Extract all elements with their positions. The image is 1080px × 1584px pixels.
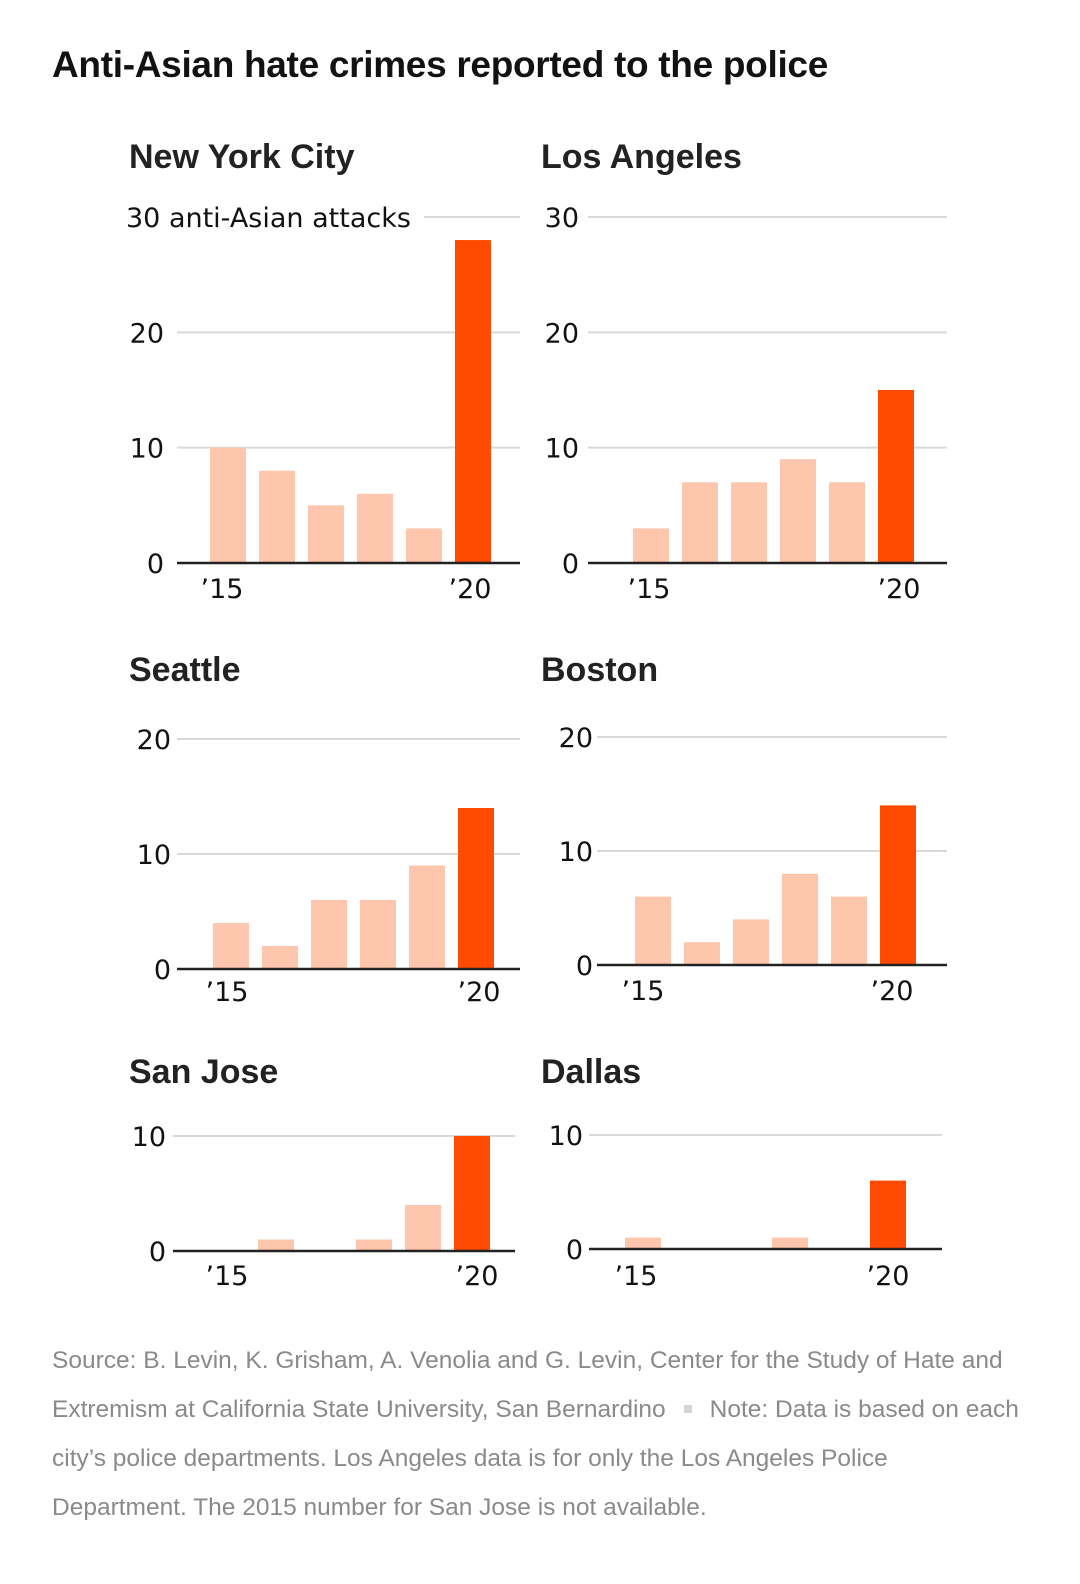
source-text: Source: B. Levin, K. Grisham, A. Venolia…: [52, 1347, 1003, 1423]
san-jose-bar-2016: [258, 1239, 294, 1251]
nyc-y-tick-label: 10: [130, 434, 164, 465]
boston-bar-2016: [684, 942, 720, 965]
los-angeles-bar-2015: [633, 528, 669, 563]
boston-x-tick-label: ’20: [871, 976, 914, 1007]
nyc-bar-2016: [259, 470, 295, 563]
dallas-bar-2018: [772, 1237, 808, 1249]
nyc-bar-2018: [357, 493, 393, 563]
san-jose-chart-title: San Jose: [129, 1053, 278, 1091]
los-angeles-bar-2017: [731, 482, 767, 563]
los-angeles-chart-title: Los Angeles: [541, 138, 742, 176]
boston-y-tick-label: 10: [559, 837, 593, 868]
san-jose-bar-2018: [356, 1239, 392, 1251]
san-jose-bar-2019: [405, 1205, 441, 1251]
nyc-x-tick-label: ’15: [201, 574, 244, 605]
nyc-chart-title: New York City: [129, 138, 355, 176]
seattle-y-tick-label: 10: [137, 840, 171, 871]
san-jose-y-tick-label: 0: [149, 1237, 166, 1268]
boston-chart-title: Boston: [541, 651, 658, 689]
seattle-y-tick-label: 0: [154, 955, 171, 986]
boston-bar-2015: [635, 896, 671, 965]
seattle-bar-2017: [311, 900, 347, 969]
separator-icon: [683, 1404, 692, 1413]
page-title: Anti-Asian hate crimes reported to the p…: [52, 44, 828, 85]
nyc-bar-2015: [210, 447, 246, 563]
san-jose-x-tick-label: ’15: [206, 1261, 249, 1292]
boston-bar-2020: [880, 805, 916, 965]
nyc-y-tick-label: 30 anti-Asian attacks: [126, 203, 411, 234]
los-angeles-y-tick-label: 10: [545, 434, 579, 465]
nyc-bar-2019: [406, 528, 442, 563]
los-angeles-x-tick-label: ’20: [878, 574, 921, 605]
nyc-y-tick-label: 20: [130, 318, 164, 349]
dallas-y-tick-label: 0: [566, 1235, 583, 1266]
boston-x-tick-label: ’15: [622, 976, 665, 1007]
seattle-bar-2019: [409, 865, 445, 969]
san-jose-x-tick-label: ’20: [456, 1261, 499, 1292]
los-angeles-y-tick-label: 20: [545, 318, 579, 349]
boston-bar-2019: [831, 896, 867, 965]
los-angeles-bar-2020: [878, 390, 914, 563]
dallas-chart-title: Dallas: [541, 1053, 641, 1091]
seattle-y-tick-label: 20: [137, 725, 171, 756]
nyc-y-tick-label: 0: [147, 549, 164, 580]
dallas-y-tick-label: 10: [549, 1121, 583, 1152]
boston-y-tick-label: 20: [559, 723, 593, 754]
boston-bar-2017: [733, 919, 769, 965]
dallas-x-tick-label: ’20: [867, 1261, 910, 1292]
los-angeles-y-tick-label: 30: [545, 203, 579, 234]
seattle-bar-2015: [213, 923, 249, 969]
dallas-x-tick-label: ’15: [615, 1261, 658, 1292]
seattle-bar-2020: [458, 808, 494, 969]
los-angeles-x-tick-label: ’15: [628, 574, 671, 605]
footer-note: Source: B. Levin, K. Grisham, A. Venolia…: [52, 1336, 1022, 1532]
note-text: Note: Data is based on each city’s polic…: [52, 1396, 1019, 1521]
nyc-x-tick-label: ’20: [449, 574, 492, 605]
san-jose-bar-2020: [454, 1136, 490, 1251]
los-angeles-bar-2018: [780, 459, 816, 563]
boston-bar-2018: [782, 873, 818, 965]
nyc-bar-2017: [308, 505, 344, 563]
small-multiples-chart: New York City 0 10 20 30 anti-Asian attacks ’…: [126, 138, 947, 1292]
dallas-bar-2020: [870, 1180, 906, 1249]
san-jose-y-tick-label: 10: [132, 1122, 166, 1153]
seattle-x-tick-label: ’15: [206, 977, 249, 1008]
boston-y-tick-label: 0: [576, 951, 593, 982]
los-angeles-bar-2016: [682, 482, 718, 563]
seattle-chart-title: Seattle: [129, 651, 241, 689]
dallas-bar-2015: [625, 1237, 661, 1249]
seattle-bar-2018: [360, 900, 396, 969]
los-angeles-bar-2019: [829, 482, 865, 563]
seattle-bar-2016: [262, 946, 298, 969]
los-angeles-y-tick-label: 0: [562, 549, 579, 580]
nyc-bar-2020: [455, 240, 491, 564]
seattle-x-tick-label: ’20: [458, 977, 501, 1008]
